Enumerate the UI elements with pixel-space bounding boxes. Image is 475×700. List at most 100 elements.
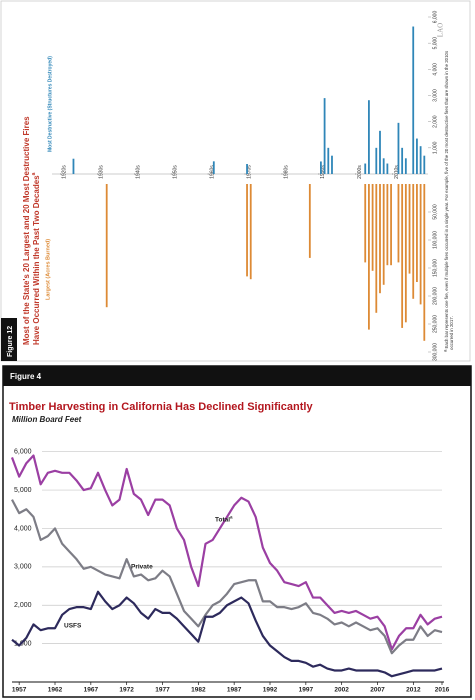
footnote: aEach bar represents one fire, even if m… bbox=[443, 50, 450, 352]
bar bbox=[323, 98, 326, 174]
bar bbox=[382, 158, 385, 174]
y-tick-label: 5,000 bbox=[432, 37, 438, 50]
x-tick-label: 1990s bbox=[320, 165, 326, 179]
y-tick-label: 1,000 bbox=[14, 640, 32, 647]
x-tick-label: 1920s bbox=[62, 165, 68, 179]
x-tick-label: 1940s bbox=[136, 165, 142, 179]
y-tick-label: 6,000 bbox=[432, 11, 438, 24]
y-tick-label: 3,000 bbox=[432, 89, 438, 102]
x-tick-label: 1987 bbox=[227, 687, 242, 694]
line bbox=[10, 454, 443, 651]
y2-tick-label: 300,000 bbox=[432, 343, 438, 361]
bar bbox=[375, 184, 378, 313]
x-tick-label: 1950s bbox=[173, 165, 179, 179]
logo: LAO bbox=[437, 23, 445, 37]
series-label: Most Destructive (Structures Destroyed) bbox=[47, 56, 53, 152]
bar bbox=[212, 161, 215, 174]
figure-4-header bbox=[3, 366, 471, 386]
bar bbox=[379, 184, 381, 294]
figure-4-panel bbox=[2, 365, 472, 698]
bar bbox=[331, 155, 333, 174]
y2-tick-label: 100,000 bbox=[432, 231, 438, 249]
bar bbox=[412, 184, 415, 299]
bar bbox=[368, 100, 370, 174]
series-label: Totala bbox=[215, 515, 233, 524]
bar bbox=[412, 26, 415, 175]
y-tick-label: 2,000 bbox=[14, 602, 32, 609]
bar bbox=[105, 184, 108, 308]
bar bbox=[386, 184, 389, 266]
x-tick-label: 2016 bbox=[435, 687, 450, 694]
bar bbox=[386, 163, 389, 174]
y2-tick-label: 250,000 bbox=[432, 315, 438, 333]
figure-label-tab bbox=[1, 318, 17, 361]
x-tick-label: 1957 bbox=[12, 687, 27, 694]
x-tick-label: 1970s bbox=[246, 165, 252, 179]
x-tick-label: 2007 bbox=[370, 687, 385, 694]
x-tick-label: 1992 bbox=[263, 687, 278, 694]
x-tick-label: 1997 bbox=[299, 687, 314, 694]
bar bbox=[419, 184, 422, 305]
bar bbox=[375, 147, 378, 174]
y-tick-label: 1,000 bbox=[432, 141, 438, 154]
figure-12-panel bbox=[0, 0, 471, 362]
bar bbox=[246, 164, 248, 174]
title-note: a bbox=[31, 172, 37, 175]
series-label: USFS bbox=[64, 623, 82, 630]
y-tick-label: 4,000 bbox=[14, 525, 32, 532]
footnote: occurred in 2017. bbox=[449, 316, 454, 350]
bar bbox=[408, 184, 411, 274]
y-tick-label: 3,000 bbox=[14, 564, 32, 571]
x-tick-label: 1962 bbox=[48, 687, 63, 694]
figure-label: Figure 4 bbox=[10, 372, 42, 381]
x-tick-label: 1982 bbox=[191, 687, 206, 694]
y2-tick-label: 150,000 bbox=[432, 259, 438, 277]
bar bbox=[423, 155, 426, 174]
bar bbox=[364, 163, 367, 174]
bar bbox=[249, 184, 252, 280]
footnote-marker: a bbox=[443, 349, 448, 352]
y-tick-label: 2,000 bbox=[432, 115, 438, 128]
chart-title: Most of the State's 20 Largest and 20 Mo… bbox=[22, 116, 31, 345]
series-label: Largest (Acres Burned) bbox=[45, 239, 51, 300]
y2-tick-label: 200,000 bbox=[432, 287, 438, 305]
bar bbox=[401, 147, 404, 174]
x-tick-label: 1960s bbox=[209, 165, 215, 179]
bar bbox=[390, 184, 392, 266]
x-tick-label: 2012 bbox=[406, 687, 421, 694]
y-tick-label: 6,000 bbox=[14, 449, 32, 456]
x-tick-label: 1967 bbox=[84, 687, 99, 694]
bar bbox=[308, 184, 311, 258]
figure-label: Figure 12 bbox=[7, 326, 14, 357]
y2-tick-label: 50,000 bbox=[432, 204, 438, 220]
series-label: Private bbox=[131, 564, 153, 571]
bar bbox=[401, 184, 404, 328]
chart-title: Timber Harvesting in California Has Decl… bbox=[9, 401, 313, 413]
line bbox=[11, 590, 443, 678]
bar bbox=[320, 161, 322, 174]
x-tick-label: 2002 bbox=[334, 687, 349, 694]
bar bbox=[416, 138, 418, 174]
series-note: a bbox=[230, 515, 233, 520]
x-tick-label: 2000s bbox=[357, 165, 363, 179]
bar bbox=[371, 184, 374, 271]
bar bbox=[419, 146, 422, 174]
x-tick-label: 1977 bbox=[155, 687, 170, 694]
chart-title: Have Occurred Within the Past Two Decade… bbox=[31, 172, 41, 345]
bar bbox=[368, 184, 370, 330]
x-tick-label: 2010s bbox=[394, 165, 400, 179]
x-tick-label: 1972 bbox=[119, 687, 134, 694]
bar bbox=[423, 184, 426, 341]
bar bbox=[327, 147, 330, 174]
chart-subtitle: Million Board Feet bbox=[12, 415, 82, 424]
y-tick-label: 5,000 bbox=[14, 487, 32, 494]
bar bbox=[404, 158, 407, 174]
bar bbox=[416, 184, 418, 282]
footnote-text: Each bar represents one fire, even if mu… bbox=[444, 50, 449, 349]
bar bbox=[397, 184, 400, 263]
line bbox=[11, 499, 443, 655]
y-tick-label: 4,000 bbox=[432, 63, 438, 76]
bar bbox=[379, 130, 381, 174]
bar bbox=[246, 184, 248, 277]
